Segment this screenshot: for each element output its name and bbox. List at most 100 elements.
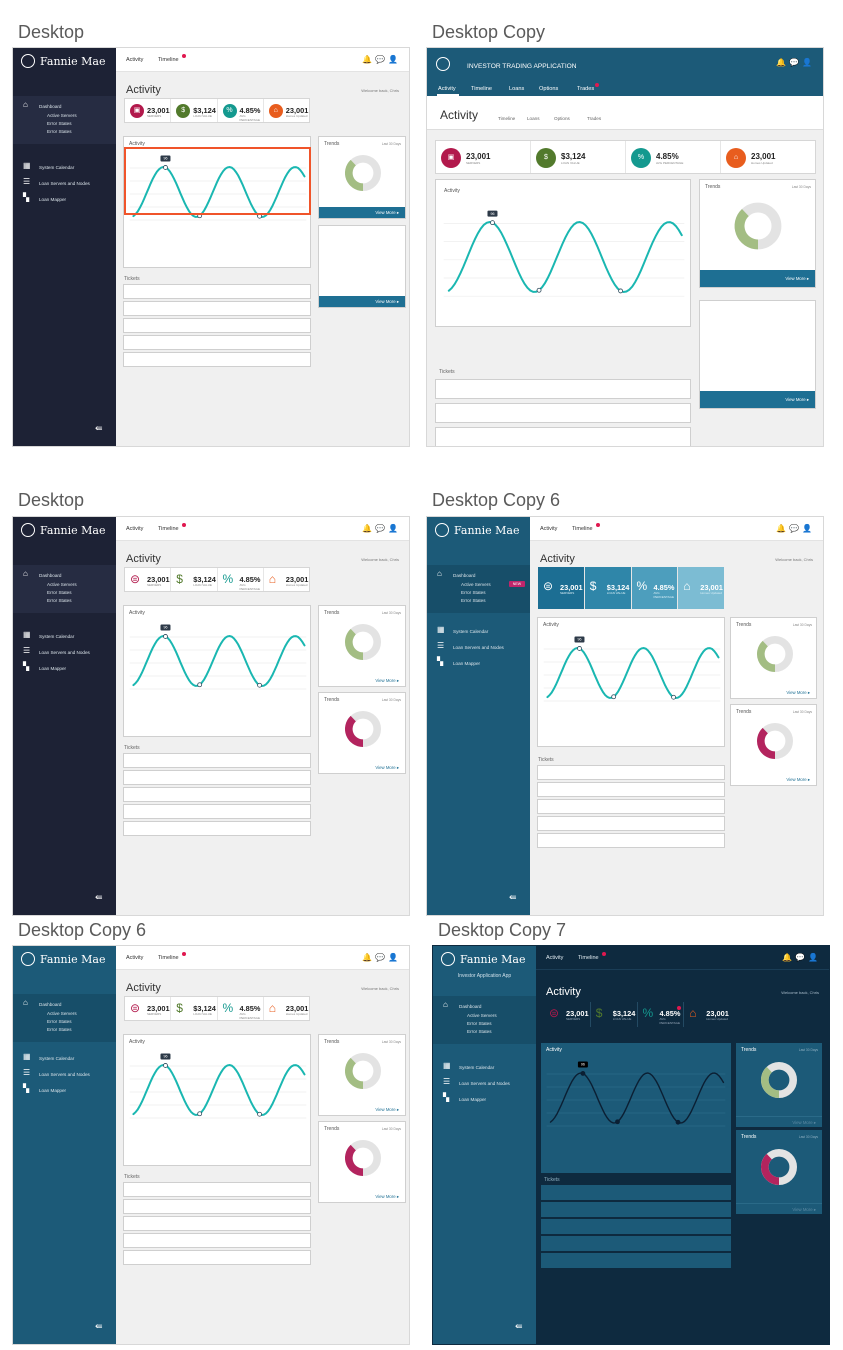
ticket-row[interactable] [435,403,691,423]
view-more-button[interactable]: View More ▸ [700,270,815,287]
activity-point[interactable] [615,1119,620,1125]
ticket-row[interactable] [435,427,691,446]
ticket-row[interactable] [123,804,311,819]
ticket-row[interactable] [123,1216,311,1231]
nav-activity[interactable]: Activity [540,526,558,532]
ticket-row[interactable] [123,1199,311,1214]
collapse-icon[interactable]: ⇚ [509,892,517,902]
ticket-row[interactable] [541,1236,731,1251]
activity-point[interactable] [611,694,617,700]
ticket-row[interactable] [123,1182,311,1197]
sidebar-item-loan-mapper[interactable]: Loan Mapper [453,661,481,666]
view-more-button[interactable]: View More ▸ [375,678,399,683]
view-more-button[interactable]: View More ▸ [375,1194,399,1199]
view-more-button[interactable]: View More ▸ [375,765,399,770]
top-icons[interactable]: 🔔💬👤 [362,55,401,64]
nav-activity[interactable]: Activity [546,955,564,961]
activity-point[interactable] [197,1111,203,1117]
nav-activity[interactable]: Activity [126,526,144,532]
sidebar-item-system-calendar[interactable]: System Calendar [459,1065,495,1070]
nav-trades[interactable]: Trades [577,86,595,92]
nav-timeline[interactable]: Timeline [158,526,179,532]
collapse-icon[interactable]: ⇚ [95,423,103,433]
sidebar-item-loan-servers[interactable]: Loan Servers and Nodes [39,650,90,655]
view-more-button[interactable]: View More ▸ [700,391,815,408]
top-icons[interactable]: 🔔💬👤 [776,58,815,67]
nav-activity[interactable]: Activity [438,86,456,92]
ticket-row[interactable] [123,1233,311,1248]
sidebar-item-loan-servers[interactable]: Loan Servers and Nodes [459,1081,510,1086]
activity-point[interactable] [618,288,624,294]
ticket-row[interactable] [435,379,691,399]
ticket-row[interactable] [123,770,311,785]
activity-point[interactable] [490,220,495,226]
activity-point[interactable] [580,1071,586,1076]
view-more-button[interactable]: View More ▸ [375,1107,399,1112]
sidebar-item-loan-mapper[interactable]: Loan Mapper [39,197,67,202]
sidebar-item-active-servers[interactable]: Active Servers [461,582,491,587]
view-more-button[interactable]: View More ▸ [319,207,405,218]
top-icons[interactable]: 🔔💬👤 [362,953,401,962]
ticket-row[interactable] [123,284,311,299]
nav-options[interactable]: Options [539,86,559,92]
ticket-row[interactable] [123,753,311,768]
activity-point[interactable] [536,287,542,293]
sidebar-item-loan-servers[interactable]: Loan Servers and Nodes [453,645,504,650]
sidebar-item-dashboard[interactable]: Dashboard [39,1002,62,1007]
sidebar-item-dashboard[interactable]: Dashboard [39,573,62,578]
ticket-row[interactable] [537,782,725,797]
sidebar-item-dashboard[interactable]: Dashboard [39,104,62,109]
collapse-icon[interactable]: ⇚ [95,1321,103,1331]
sidebar-item-active-servers[interactable]: Active Servers [467,1013,497,1018]
sidebar-item-loan-servers[interactable]: Loan Servers and Nodes [39,181,90,186]
ticket-row[interactable] [123,821,311,836]
sub-nav-options[interactable]: Options [554,116,570,121]
sidebar-item-active-servers[interactable]: Active Servers [47,113,77,118]
activity-point[interactable] [197,682,203,688]
sidebar-item-error-states-2[interactable]: Error States [47,598,72,603]
activity-point[interactable] [163,165,168,170]
sidebar-item-error-states[interactable]: Error States [47,590,72,595]
ticket-row[interactable] [537,816,725,831]
activity-point[interactable] [163,1063,168,1068]
ticket-row[interactable] [123,335,311,350]
view-more-button[interactable]: View More ▸ [319,296,405,307]
ticket-row[interactable] [537,833,725,848]
activity-point[interactable] [257,682,262,688]
sidebar-item-error-states-2[interactable]: Error States [467,1029,492,1034]
sidebar-item-system-calendar[interactable]: System Calendar [453,629,489,634]
sub-nav-loans[interactable]: Loans [527,116,540,121]
sidebar-item-system-calendar[interactable]: System Calendar [39,634,75,639]
collapse-icon[interactable]: ⇚ [515,1321,523,1331]
sidebar-item-loan-mapper[interactable]: Loan Mapper [39,1088,67,1093]
nav-activity[interactable]: Activity [126,57,144,63]
view-more-button[interactable]: View More ▸ [736,1116,822,1127]
ticket-row[interactable] [541,1253,731,1268]
view-more-button[interactable]: View More ▸ [786,777,810,782]
ticket-row[interactable] [123,352,311,367]
activity-point[interactable] [671,694,676,700]
sidebar-item-dashboard[interactable]: Dashboard [459,1004,482,1009]
sidebar-item-loan-mapper[interactable]: Loan Mapper [459,1097,487,1102]
sidebar-item-loan-mapper[interactable]: Loan Mapper [39,666,67,671]
ticket-row[interactable] [123,787,311,802]
nav-activity[interactable]: Activity [126,955,144,961]
sidebar-item-loan-servers[interactable]: Loan Servers and Nodes [39,1072,90,1077]
ticket-row[interactable] [123,301,311,316]
top-icons[interactable]: 🔔💬👤 [776,524,815,533]
sub-nav-trades[interactable]: Trades [587,116,602,121]
sidebar-item-error-states-2[interactable]: Error States [47,129,72,134]
nav-timeline[interactable]: Timeline [578,955,599,961]
view-more-button[interactable]: View More ▸ [786,690,810,695]
ticket-row[interactable] [541,1202,731,1217]
ticket-row[interactable] [541,1219,731,1234]
sidebar-item-error-states-2[interactable]: Error States [47,1027,72,1032]
activity-point[interactable] [577,646,582,651]
activity-point[interactable] [257,1111,262,1117]
ticket-row[interactable] [537,799,725,814]
activity-point[interactable] [675,1119,681,1125]
nav-timeline[interactable]: Timeline [572,526,593,532]
ticket-row[interactable] [541,1185,731,1200]
view-more-button[interactable]: View More ▸ [736,1203,822,1214]
sidebar-item-error-states[interactable]: Error States [467,1021,492,1026]
